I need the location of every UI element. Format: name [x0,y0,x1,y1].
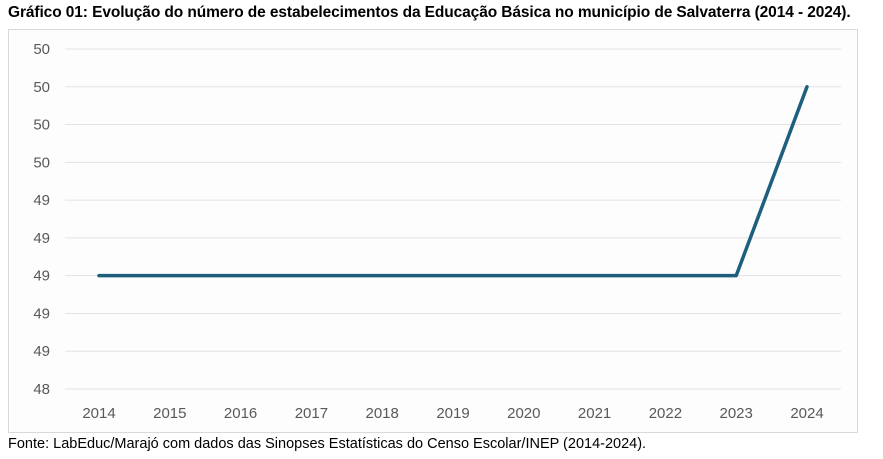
y-tick-label: 50 [33,154,50,171]
x-tick-label: 2015 [153,405,186,422]
data-line [97,85,809,278]
y-tick-label: 50 [33,79,50,96]
chart-area: 48 49 49 49 49 49 50 50 50 50 2014 2015 2016 2017 201… [8,29,858,433]
x-tick-label: 2023 [720,405,753,422]
gridlines [65,48,841,390]
y-tick-label: 50 [33,117,50,134]
y-tick-label: 49 [33,305,50,322]
x-axis-ticks: 2014 2015 2016 2017 2018 2019 2020 2021 2022 2023… [82,405,823,422]
y-tick-label: 49 [33,343,50,360]
x-tick-label: 2020 [507,405,540,422]
x-tick-label: 2018 [366,405,399,422]
x-tick-label: 2021 [578,405,611,422]
source-caption: Fonte: LabEduc/Marajó com dados das Sino… [8,436,647,452]
y-tick-label: 49 [33,192,50,209]
y-tick-label: 49 [33,230,50,247]
x-tick-label: 2022 [649,405,682,422]
x-tick-label: 2016 [224,405,257,422]
x-tick-label: 2017 [295,405,328,422]
y-tick-label: 48 [33,381,50,398]
y-tick-label: 50 [33,41,50,58]
x-tick-label: 2019 [436,405,469,422]
y-axis-ticks: 48 49 49 49 49 49 50 50 50 50 [33,41,50,398]
x-tick-label: 2014 [82,405,115,422]
chart-title: Gráfico 01: Evolução do número de estabe… [8,4,851,21]
x-tick-label: 2024 [790,405,823,422]
y-tick-label: 49 [33,268,50,285]
